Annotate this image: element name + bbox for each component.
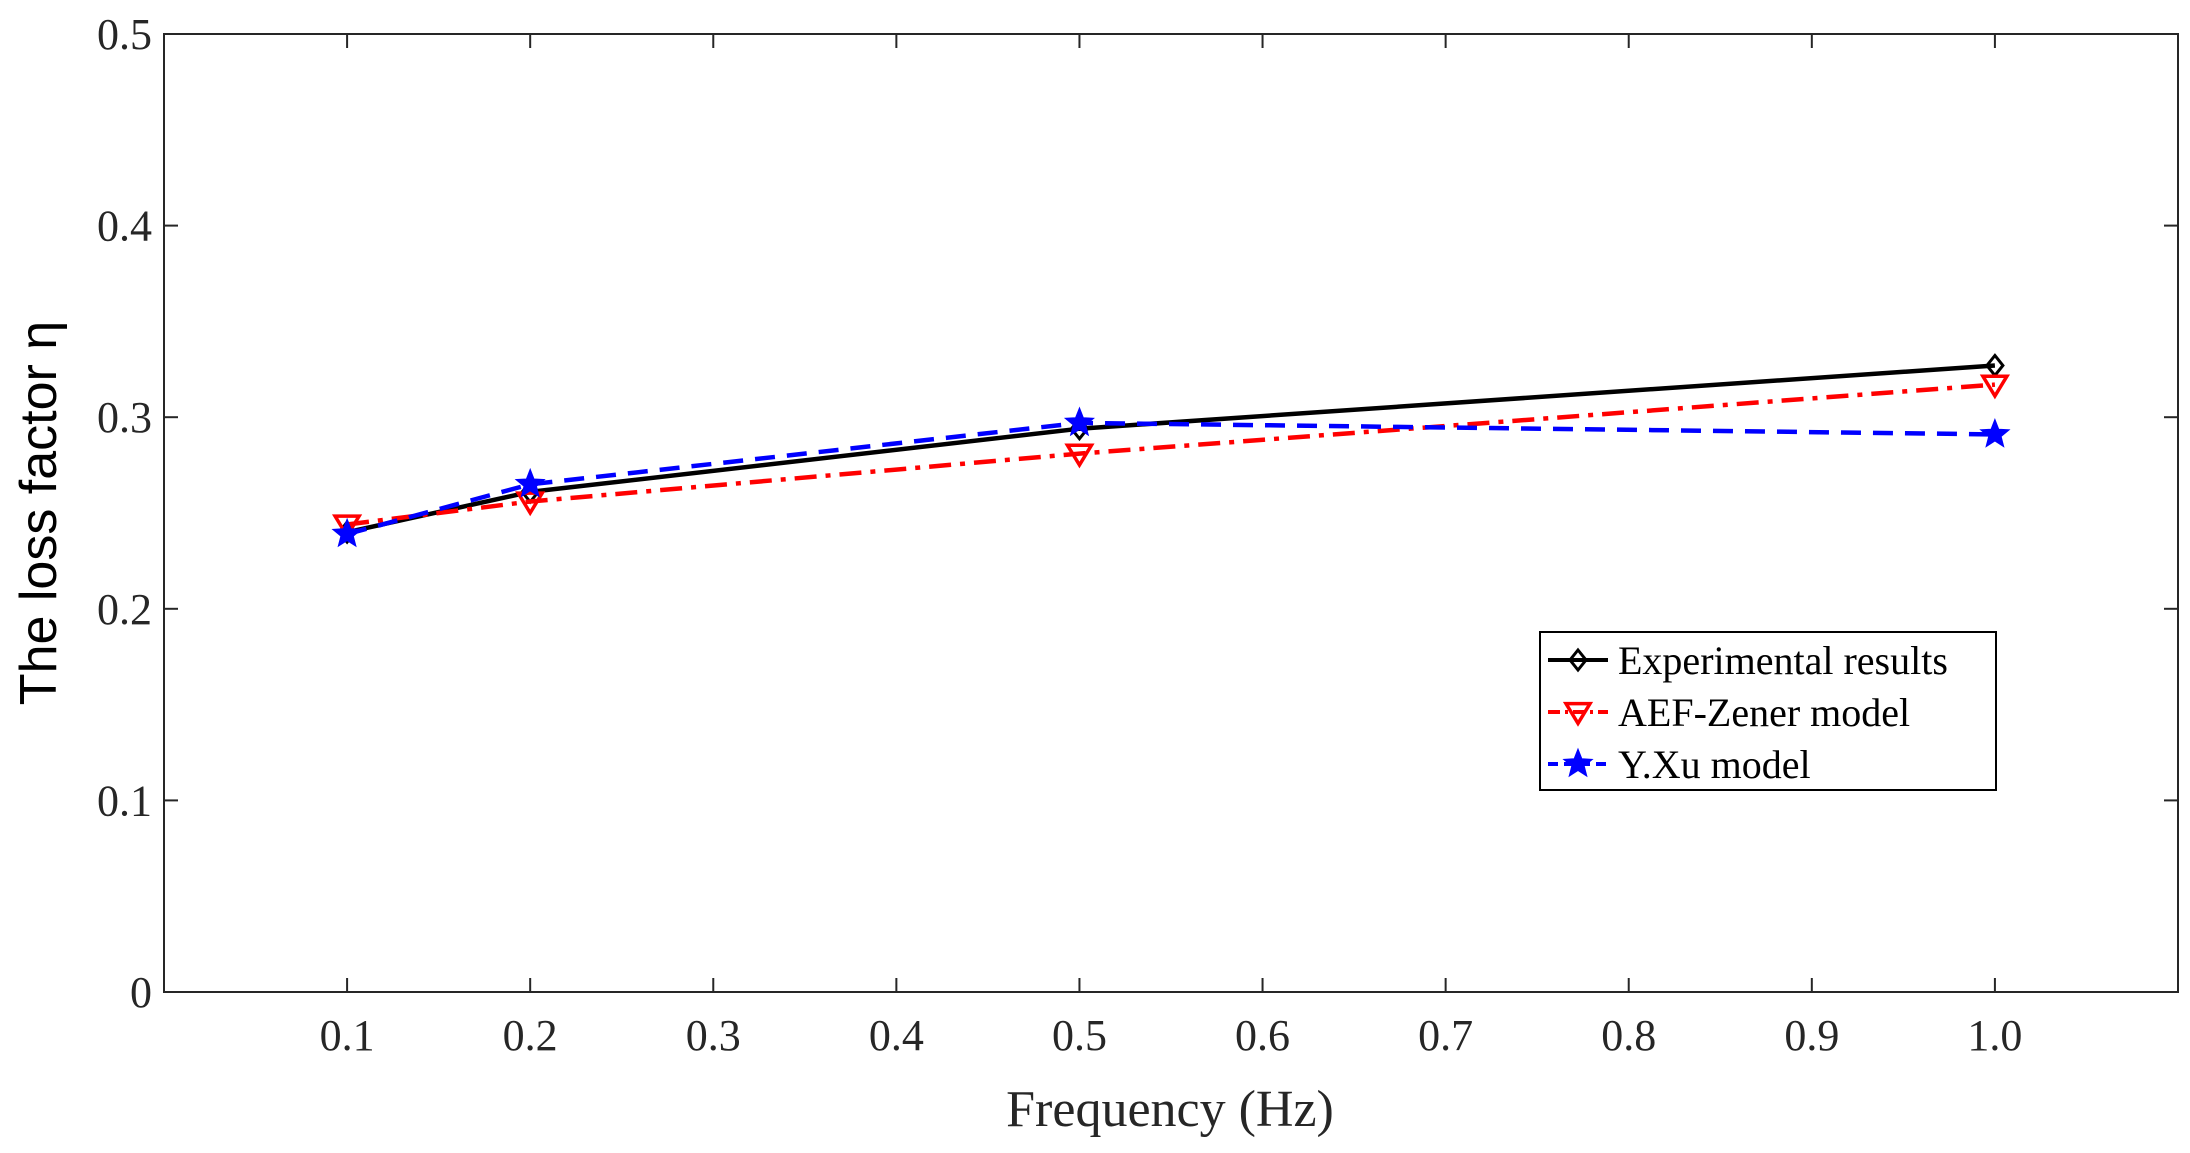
- x-tick-label: 0.9: [1784, 1011, 1839, 1060]
- legend-marker-aef-zener-model: [1562, 701, 1594, 727]
- data-point-y-xu-model: [1063, 406, 1095, 437]
- y-axis-label: The loss factor η: [10, 321, 68, 705]
- x-tick-label: 0.4: [869, 1011, 924, 1060]
- series-line-aef-zener-model: [346, 382, 1996, 527]
- x-tick-label: 0.5: [1052, 1011, 1107, 1060]
- legend-marker-y-xu-model: [1562, 747, 1594, 778]
- legend-label-experimental-results: Experimental results: [1618, 638, 1948, 683]
- x-tick-label: 0.7: [1418, 1011, 1473, 1060]
- legend-entries: Experimental results AEF-Zener model Y.Xu …: [1548, 638, 1948, 787]
- data-point-aef-zener-model: [1979, 374, 2011, 400]
- data-point-aef-zener-model: [331, 514, 363, 540]
- y-tick-label: 0.2: [97, 585, 152, 634]
- y-tick-label: 0.5: [97, 10, 152, 59]
- legend-label-y-xu-model: Y.Xu model: [1618, 742, 1811, 787]
- legend-label-aef-zener-model: AEF-Zener model: [1618, 690, 1910, 735]
- data-point-aef-zener-model: [1064, 443, 1095, 469]
- x-axis-ticks: 0.1 0.2 0.3 0.4 0.5 0.6 0.7 0.8 0.9 1.0: [320, 34, 2022, 1060]
- data-point-aef-zener-model: [515, 491, 546, 517]
- data-point-y-xu-model: [1979, 418, 2011, 448]
- x-tick-label: 0.2: [503, 1011, 558, 1060]
- data-point-y-xu-model: [331, 517, 363, 548]
- y-tick-label: 0: [130, 968, 152, 1017]
- x-axis-label: Frequency (Hz): [1006, 1081, 1334, 1138]
- legend: Experimental results AEF-Zener model Y.Xu …: [1539, 631, 1997, 791]
- x-tick-label: 0.3: [686, 1011, 741, 1060]
- legend-marker-experimental-results: [1568, 647, 1588, 673]
- series-layer: [331, 353, 2011, 548]
- plot-area: [163, 33, 2179, 993]
- legend-box: [1539, 631, 1997, 791]
- y-tick-label: 0.3: [97, 393, 152, 442]
- y-tick-label: 0.1: [97, 776, 152, 825]
- x-tick-label: 0.8: [1601, 1011, 1656, 1060]
- data-point-y-xu-model: [514, 467, 546, 498]
- x-tick-label: 0.1: [320, 1011, 375, 1060]
- x-tick-label: 0.6: [1235, 1011, 1290, 1060]
- y-tick-label: 0.4: [97, 202, 152, 251]
- y-axis-ticks: 0 0.1 0.2 0.3 0.4 0.5: [97, 10, 2178, 1017]
- x-tick-label: 1.0: [1967, 1011, 2022, 1060]
- series-line-y-xu-model: [346, 420, 1995, 537]
